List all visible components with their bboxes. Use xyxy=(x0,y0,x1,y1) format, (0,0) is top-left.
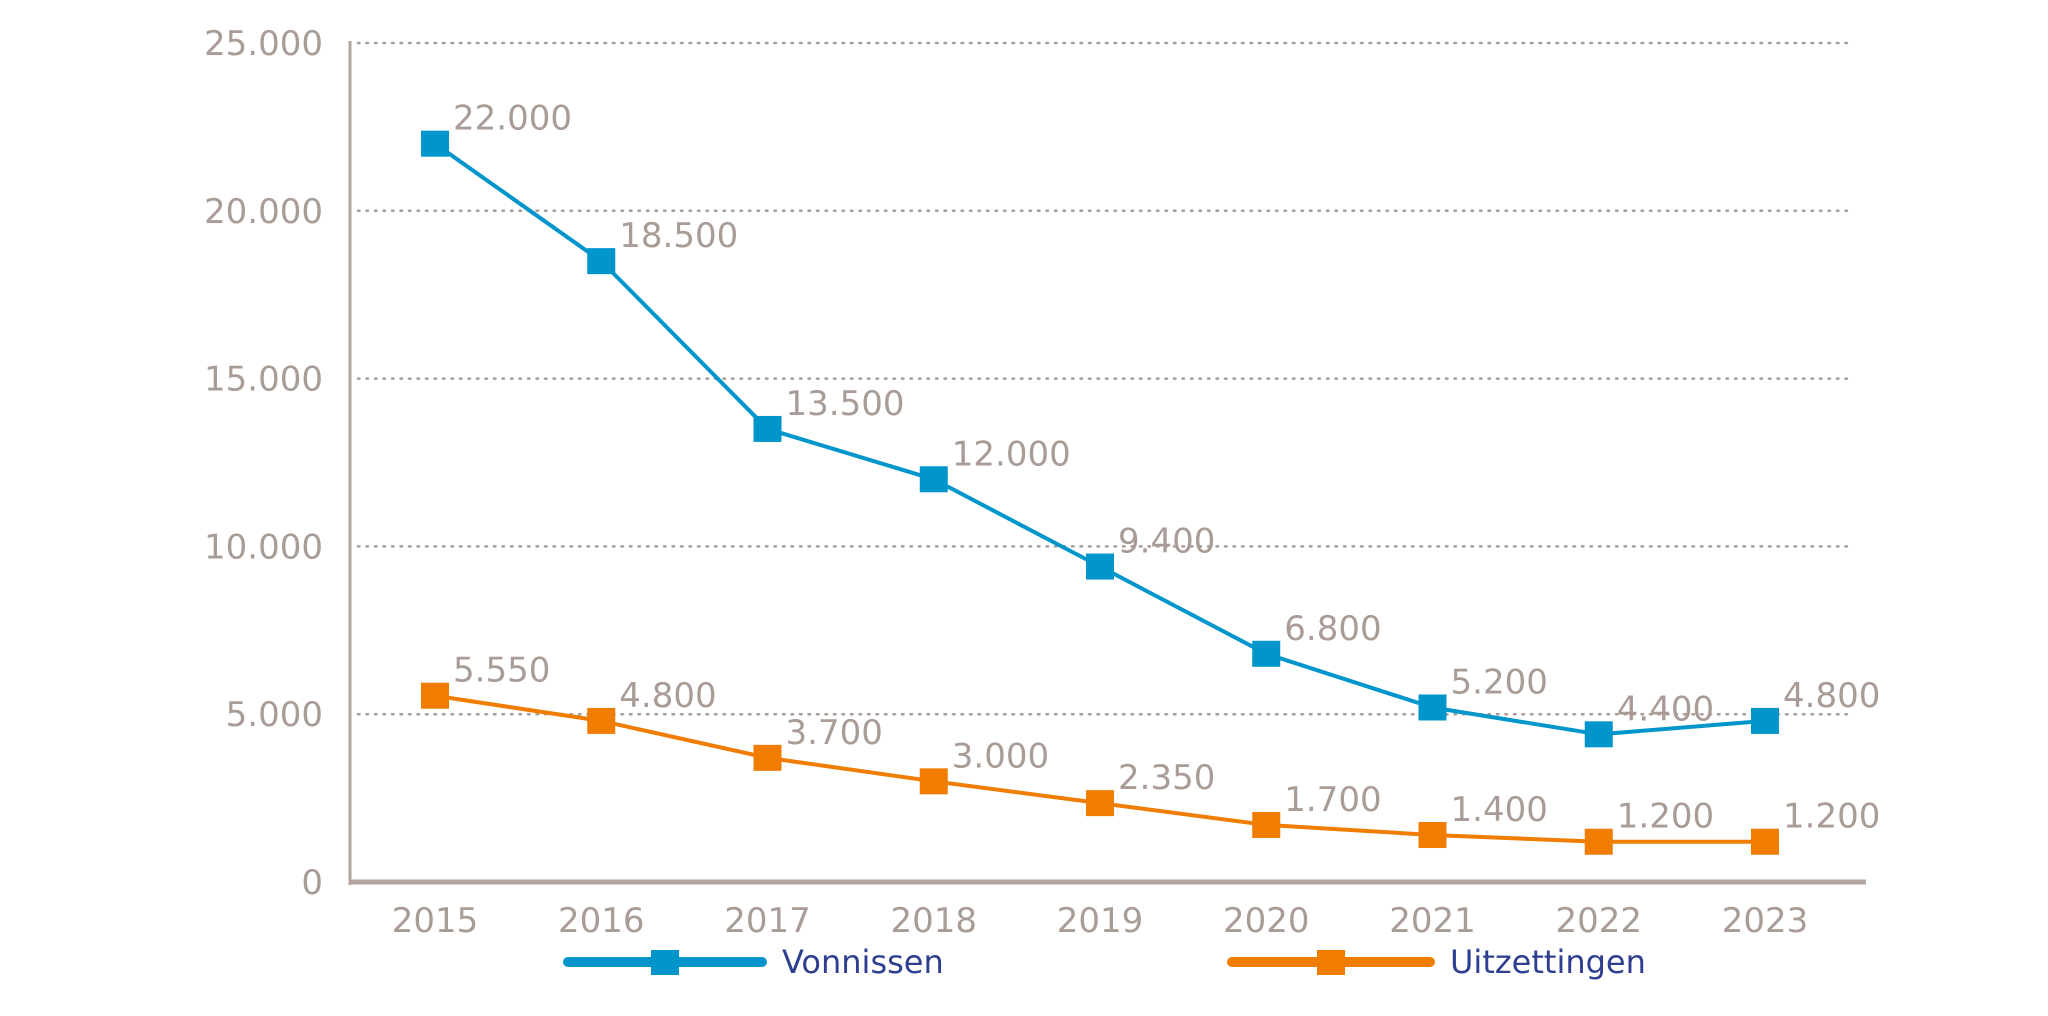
y-tick-label: 5.000 xyxy=(226,695,323,735)
data-label: 1.200 xyxy=(1617,797,1714,837)
data-point-marker xyxy=(1584,828,1613,855)
axes xyxy=(348,41,1866,885)
data-point-marker xyxy=(1584,721,1613,748)
data-label: 3.000 xyxy=(952,736,1049,776)
y-tick-label: 10.000 xyxy=(204,527,323,567)
data-label: 5.200 xyxy=(1451,662,1548,702)
data-point-marker xyxy=(421,682,449,709)
y-tick-label: 0 xyxy=(301,863,323,903)
data-label: 12.000 xyxy=(952,434,1071,474)
series-group xyxy=(421,130,1779,855)
data-label: 4.800 xyxy=(619,676,716,716)
x-tick-label: 2016 xyxy=(558,901,645,941)
x-tick-label: 2021 xyxy=(1389,901,1476,941)
x-tick-label: 2017 xyxy=(724,901,811,941)
data-label: 1.400 xyxy=(1451,790,1548,830)
data-label: 13.500 xyxy=(786,384,905,424)
data-point-marker xyxy=(1086,790,1114,817)
data-point-marker xyxy=(919,768,948,795)
data-label: 5.550 xyxy=(453,651,550,691)
x-tick-label: 2019 xyxy=(1057,901,1144,941)
legend-label: Uitzettingen xyxy=(1450,943,1646,981)
data-label: 1.700 xyxy=(1284,780,1381,820)
data-point-marker xyxy=(1418,694,1447,721)
data-label: 4.800 xyxy=(1783,676,1880,716)
data-point-marker xyxy=(421,130,449,157)
data-point-marker xyxy=(919,466,948,493)
x-tick-label: 2020 xyxy=(1223,901,1310,941)
legend-label: Vonnissen xyxy=(782,943,944,981)
data-point-marker xyxy=(753,415,782,442)
legend-marker-icon xyxy=(1317,950,1345,975)
gridlines xyxy=(356,41,1854,716)
x-tick-label: 2015 xyxy=(392,901,479,941)
data-point-marker xyxy=(1418,822,1447,849)
data-label: 6.800 xyxy=(1284,609,1381,649)
y-tick-label: 20.000 xyxy=(204,192,323,232)
x-axis-ticks: 2015 2016 2017 2018 2019 2020 2021 2022 2023 xyxy=(392,901,1809,941)
data-label: 4.400 xyxy=(1617,689,1714,729)
x-tick-label: 2018 xyxy=(890,901,977,941)
legend: Vonnissen Uitzettingen xyxy=(563,943,1646,981)
data-point-marker xyxy=(1252,811,1281,838)
legend-item-uitzettingen: Uitzettingen xyxy=(1227,943,1646,981)
x-tick-label: 2022 xyxy=(1555,901,1642,941)
data-label: 3.700 xyxy=(786,713,883,753)
data-label: 18.500 xyxy=(619,216,738,256)
data-label: 2.350 xyxy=(1118,758,1215,798)
data-labels: 22.000 18.500 13.500 12.000 9.400 6.800 5.200 4… xyxy=(453,99,1880,837)
legend-item-vonnissen: Vonnissen xyxy=(563,943,944,981)
data-point-marker xyxy=(587,248,616,275)
x-tick-label: 2023 xyxy=(1722,901,1809,941)
data-point-marker xyxy=(1086,553,1114,580)
data-point-marker xyxy=(1751,828,1779,855)
data-point-marker xyxy=(1751,707,1779,734)
y-axis-ticks: 0 5.000 10.000 15.000 20.000 25.000 xyxy=(204,24,323,903)
legend-marker-icon xyxy=(651,950,679,975)
series-line-uitzettingen xyxy=(434,693,1765,844)
data-point-marker xyxy=(587,707,616,734)
data-label: 9.400 xyxy=(1118,522,1215,562)
data-point-marker xyxy=(1252,640,1281,667)
y-tick-label: 25.000 xyxy=(204,24,323,64)
data-label: 1.200 xyxy=(1783,797,1880,837)
data-label: 22.000 xyxy=(453,99,572,139)
y-tick-label: 15.000 xyxy=(204,360,323,400)
data-point-marker xyxy=(753,744,782,771)
